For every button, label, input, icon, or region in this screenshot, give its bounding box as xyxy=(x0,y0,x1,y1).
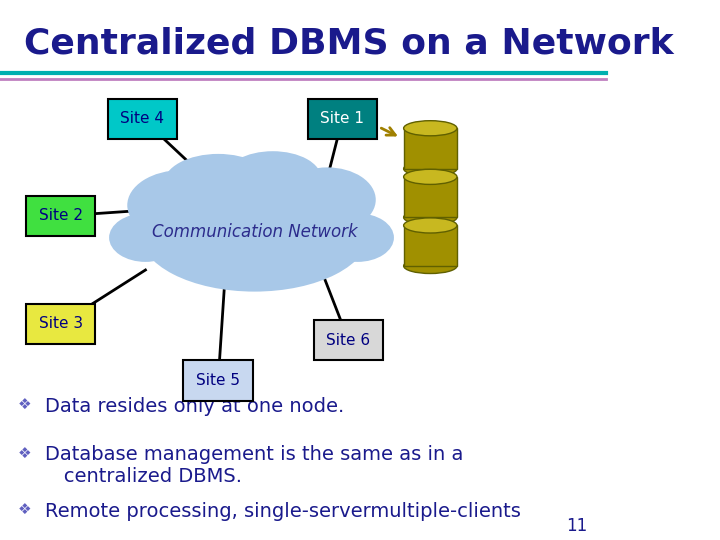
Text: ❖: ❖ xyxy=(18,397,32,412)
Text: Centralized DBMS on a Network: Centralized DBMS on a Network xyxy=(24,27,674,61)
Ellipse shape xyxy=(404,169,457,185)
Text: Site 4: Site 4 xyxy=(120,111,164,126)
Bar xyxy=(404,177,457,217)
Text: Data resides only at one node.: Data resides only at one node. xyxy=(45,397,345,416)
Ellipse shape xyxy=(109,213,182,262)
Ellipse shape xyxy=(404,218,457,233)
Ellipse shape xyxy=(140,173,369,292)
Text: Database management is the same as in a
   centralized DBMS.: Database management is the same as in a … xyxy=(45,446,464,487)
FancyBboxPatch shape xyxy=(26,303,96,345)
Ellipse shape xyxy=(404,120,457,136)
Text: 11: 11 xyxy=(567,517,588,535)
Ellipse shape xyxy=(279,167,376,232)
Bar xyxy=(404,226,457,266)
Text: Site 5: Site 5 xyxy=(196,373,240,388)
Ellipse shape xyxy=(404,161,457,176)
Text: Site 6: Site 6 xyxy=(326,333,371,348)
FancyBboxPatch shape xyxy=(314,320,383,361)
Ellipse shape xyxy=(404,258,457,273)
Text: Communication Network: Communication Network xyxy=(152,223,357,241)
Ellipse shape xyxy=(404,210,457,225)
Text: Remote processing, single-servermultiple-clients: Remote processing, single-servermultiple… xyxy=(45,502,521,521)
FancyBboxPatch shape xyxy=(307,98,377,139)
FancyBboxPatch shape xyxy=(107,98,177,139)
Ellipse shape xyxy=(321,213,394,262)
Ellipse shape xyxy=(224,151,321,205)
Text: Site 1: Site 1 xyxy=(320,111,364,126)
Ellipse shape xyxy=(127,170,236,240)
FancyBboxPatch shape xyxy=(184,361,253,401)
Text: ❖: ❖ xyxy=(18,502,32,517)
Text: ❖: ❖ xyxy=(18,446,32,461)
Ellipse shape xyxy=(163,154,273,213)
Text: Site 2: Site 2 xyxy=(39,208,83,224)
Text: Site 3: Site 3 xyxy=(39,316,83,332)
Bar xyxy=(404,128,457,168)
FancyBboxPatch shape xyxy=(26,195,96,237)
